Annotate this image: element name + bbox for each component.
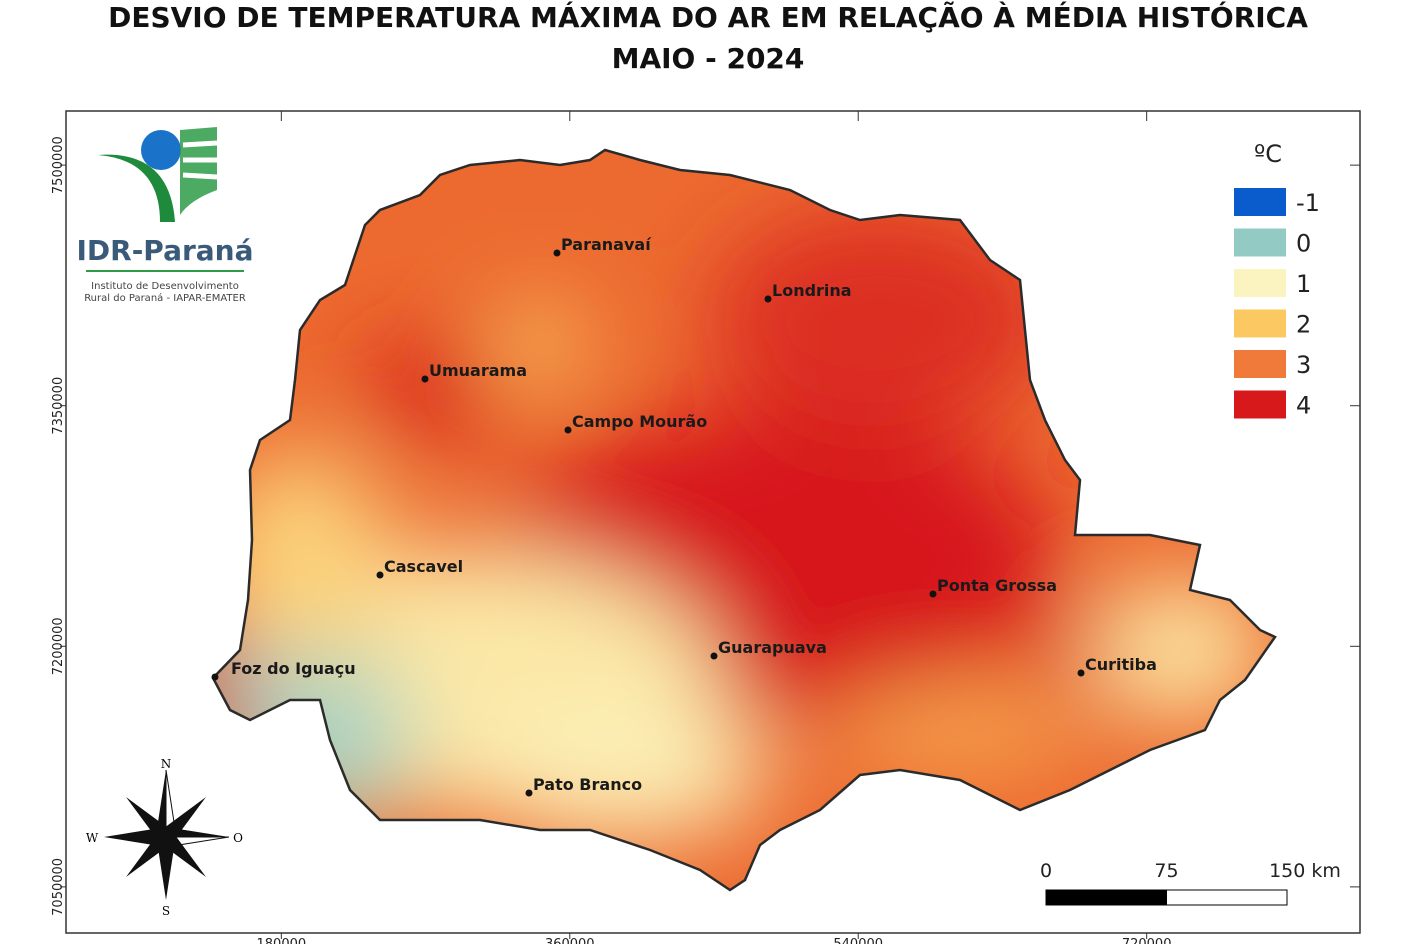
y-tick-label: 7200000 <box>51 617 66 675</box>
scale-label: 75 <box>1154 860 1178 882</box>
city-dot <box>376 571 384 579</box>
compass: N W O S <box>86 757 243 918</box>
city-dot <box>525 789 533 797</box>
city-label: Pato Branco <box>533 775 642 794</box>
legend-swatch <box>1234 188 1286 216</box>
legend-label: 4 <box>1296 392 1311 420</box>
legend-label: 0 <box>1296 230 1311 258</box>
legend-label: 1 <box>1296 270 1311 298</box>
legend-label: 3 <box>1296 351 1311 379</box>
x-tick-label: 720000 <box>1122 937 1172 944</box>
y-tick-label: 7500000 <box>51 136 66 194</box>
logo-line: Rural do Paraná - IAPAR-EMATER <box>84 292 246 304</box>
city-dot <box>929 590 937 598</box>
city-label: Londrina <box>772 281 852 300</box>
y-tick-label: 7350000 <box>51 377 66 435</box>
city-label: Umuarama <box>429 361 527 380</box>
scale-label: 150 km <box>1269 860 1341 882</box>
legend-label: 2 <box>1296 311 1311 339</box>
x-tick-label: 360000 <box>545 937 595 944</box>
legend-swatch <box>1234 350 1286 378</box>
logo-field <box>180 127 217 215</box>
city-dot <box>710 652 718 660</box>
legend-label: -1 <box>1296 189 1320 217</box>
city-dot <box>211 673 219 681</box>
logo-sun <box>141 130 181 170</box>
city-dot <box>1077 669 1085 677</box>
logo-name: IDR-Paraná <box>76 234 253 267</box>
x-tick-label: 180000 <box>257 937 307 944</box>
legend-swatch <box>1234 390 1286 419</box>
logo-line: Instituto de Desenvolvimento <box>91 281 239 292</box>
scale-label: 0 <box>1040 860 1052 882</box>
logo-stripes <box>182 140 218 180</box>
title: DESVIO DE TEMPERATURA MÁXIMA DO AR EM RE… <box>108 0 1308 34</box>
heatmap <box>213 150 1275 890</box>
compass-label: O <box>233 831 243 845</box>
city-label: Paranavaí <box>561 235 652 254</box>
city-label: Curitiba <box>1085 655 1157 674</box>
legend-swatch <box>1234 309 1286 338</box>
city-label: Foz do Iguaçu <box>231 659 356 678</box>
legend-swatch <box>1234 228 1286 257</box>
city-dot <box>564 426 572 434</box>
logo-road <box>98 154 175 222</box>
scale-segment <box>1166 889 1288 906</box>
legend-title: ºC <box>1254 140 1282 168</box>
compass-label: N <box>161 757 172 771</box>
city-label: Ponta Grossa <box>937 576 1057 595</box>
subtitle: MAIO - 2024 <box>612 42 805 75</box>
city-dot <box>764 295 772 303</box>
scale-segment <box>1045 889 1167 906</box>
y-tick-label: 7050000 <box>51 858 66 916</box>
logo: IDR-Paraná Instituto de Desenvolvimento … <box>76 127 254 304</box>
compass-label: S <box>162 904 170 918</box>
city-dot <box>553 249 561 257</box>
legend-swatch <box>1234 269 1286 297</box>
city-label: Campo Mourão <box>572 412 707 431</box>
city-label: Cascavel <box>384 557 463 576</box>
compass-label: W <box>86 831 99 845</box>
x-tick-label: 540000 <box>833 937 883 944</box>
city-label: Guarapuava <box>718 638 827 657</box>
map-frame <box>65 110 1361 934</box>
city-dot <box>421 375 429 383</box>
